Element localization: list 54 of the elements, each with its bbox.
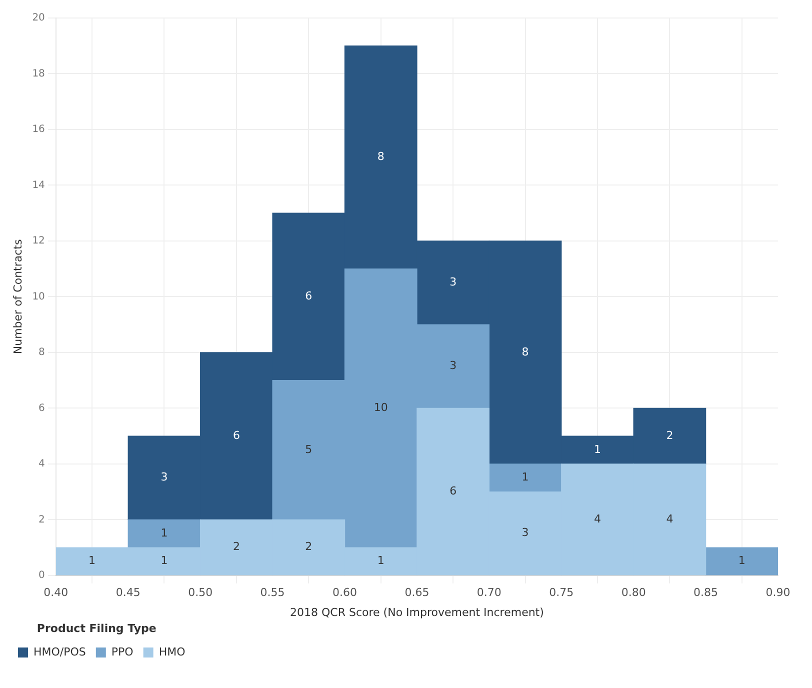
data-label: 1	[160, 554, 168, 568]
data-label: 2	[232, 540, 240, 554]
data-label: 8	[377, 150, 384, 164]
legend-label: PPO	[111, 645, 134, 658]
data-label: 4	[594, 512, 601, 526]
y-tick-label: 18	[32, 68, 45, 80]
x-tick-label: 0.50	[188, 586, 213, 599]
data-label: 1	[738, 554, 746, 568]
data-label: 1	[377, 554, 384, 568]
y-tick-label: 0	[38, 570, 45, 581]
legend-label: HMO/POS	[34, 645, 86, 658]
data-label: 6	[450, 484, 457, 498]
data-label: 2	[305, 540, 312, 554]
y-tick-label: 12	[32, 236, 45, 247]
x-tick-label: 0.90	[766, 586, 790, 599]
x-axis-title: 2018 QCR Score (No Improvement Increment)	[290, 606, 544, 620]
y-axis-title: Number of Contracts	[11, 239, 24, 354]
data-label: 6	[305, 290, 312, 303]
data-label: 6	[232, 428, 240, 442]
legend-title: Product Filing Type	[36, 622, 156, 636]
x-tick-label: 0.65	[404, 586, 430, 599]
data-label: 5	[305, 442, 312, 456]
data-label: 3	[160, 470, 168, 484]
x-tick-label: 0.75	[549, 586, 574, 599]
y-tick-label: 4	[38, 458, 45, 470]
x-tick-label: 0.55	[260, 586, 285, 599]
bar	[705, 547, 778, 576]
x-tick-label: 0.85	[694, 586, 718, 599]
y-tick-label: 2	[38, 514, 45, 526]
y-tick-label: 6	[38, 402, 45, 414]
x-tick-label: 0.80	[621, 586, 646, 599]
data-label: 1	[88, 554, 96, 568]
bar	[488, 464, 562, 492]
y-tick-label: 8	[38, 347, 45, 358]
x-tick-label: 0.45	[116, 586, 140, 599]
data-label: 10	[374, 401, 388, 414]
y-tick-label: 20	[32, 12, 45, 24]
y-tick-label: 14	[32, 180, 45, 191]
data-label: 3	[450, 276, 457, 289]
data-label: 3	[450, 359, 457, 372]
data-label: 8	[522, 345, 529, 358]
x-tick-label: 0.40	[44, 586, 68, 599]
data-label: 1	[522, 470, 529, 484]
data-label: 1	[160, 526, 168, 540]
x-tick-label: 0.70	[476, 586, 502, 599]
y-tick-label: 10	[32, 291, 45, 302]
y-tick-label: 16	[32, 124, 45, 136]
data-label: 3	[522, 526, 529, 540]
data-label: 4	[666, 512, 674, 526]
x-tick-label: 0.60	[332, 586, 358, 599]
bar	[128, 519, 201, 548]
data-label: 1	[594, 442, 601, 456]
data-label: 2	[666, 428, 674, 442]
legend-label: HMO	[158, 645, 186, 658]
